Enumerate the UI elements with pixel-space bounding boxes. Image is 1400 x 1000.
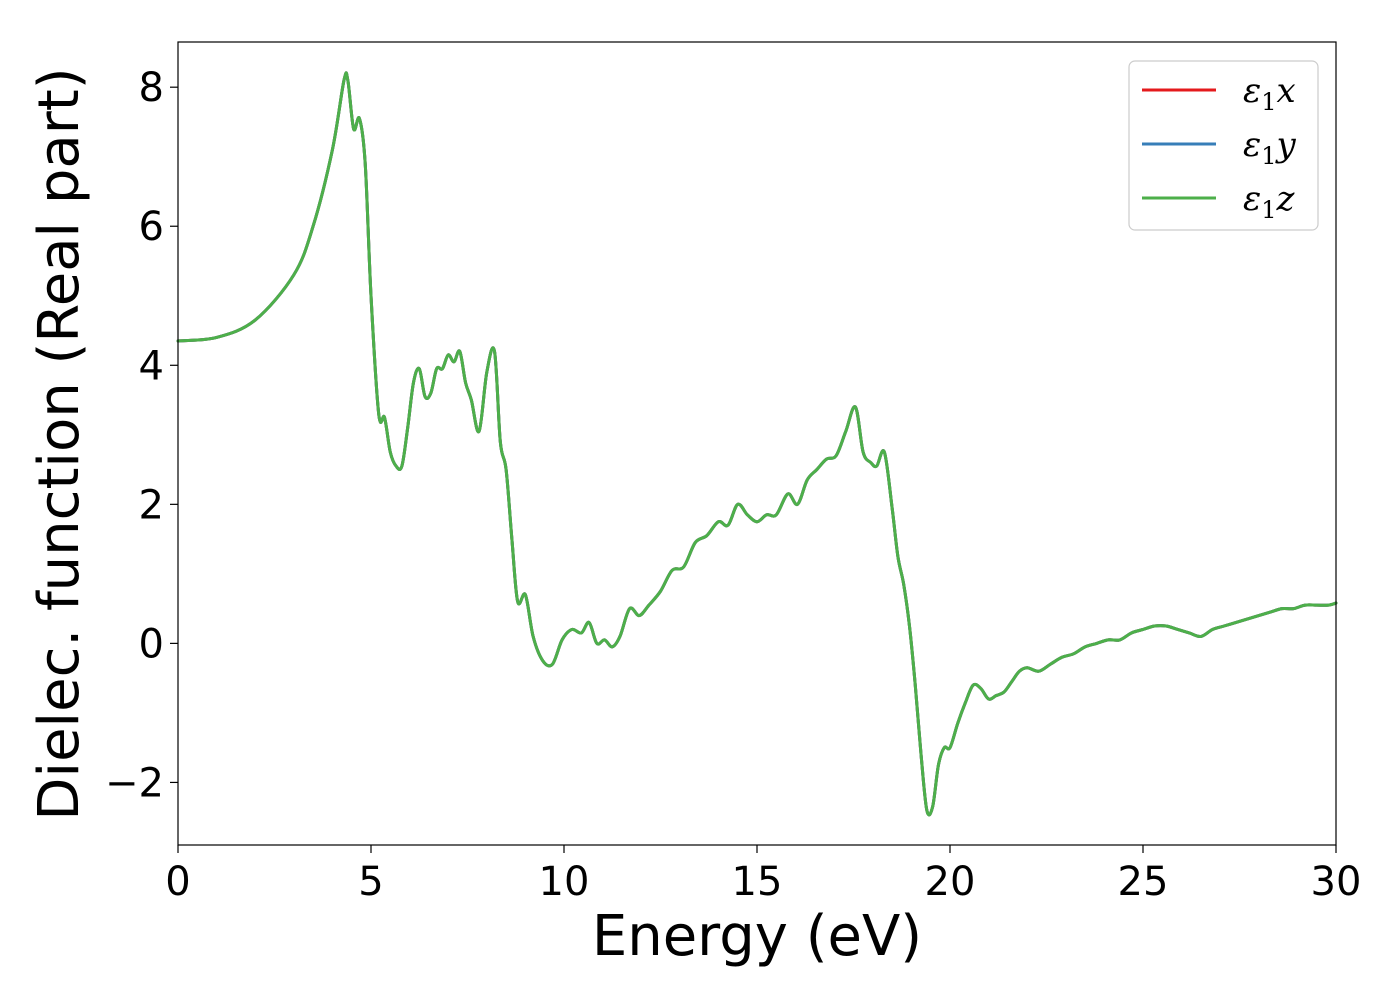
legend-symbol: ε (1243, 71, 1261, 111)
legend-label-x: ε1x (1243, 71, 1296, 116)
x-tick-label: 20 (925, 859, 976, 905)
x-tick-label: 10 (539, 859, 590, 905)
y-tick-label: 6 (139, 204, 164, 250)
legend-subscript: 1 (1261, 142, 1276, 170)
legend-variable: y (1275, 125, 1297, 165)
x-axis: 0 5 10 15 20 25 30 (165, 845, 1361, 905)
y-tick-label: 0 (139, 621, 164, 667)
legend-subscript: 1 (1261, 88, 1276, 116)
legend-variable: x (1277, 71, 1296, 111)
y-tick-label: −2 (105, 760, 164, 806)
x-tick-label: 25 (1118, 859, 1169, 905)
legend-box (1128, 60, 1319, 231)
series-line-z (176, 71, 1338, 817)
series-layer (176, 71, 1338, 817)
x-tick-label: 30 (1311, 859, 1362, 905)
x-tick-label: 15 (732, 859, 783, 905)
x-tick-label: 0 (165, 859, 190, 905)
y-tick-label: 8 (139, 65, 164, 111)
legend-label-z: ε1z (1243, 179, 1296, 224)
y-axis: −2 0 2 4 6 8 (105, 65, 178, 806)
y-axis-label: Dielec. function (Real part) (27, 67, 92, 820)
legend-variable: z (1276, 179, 1296, 219)
legend-symbol: ε (1243, 179, 1261, 219)
y-tick-label: 2 (139, 482, 164, 528)
legend-symbol: ε (1243, 125, 1261, 165)
x-axis-label: Energy (eV) (592, 904, 922, 969)
legend-label-y: ε1y (1243, 125, 1297, 170)
x-tick-label: 5 (358, 859, 383, 905)
legend-subscript: 1 (1261, 196, 1276, 224)
y-tick-label: 4 (139, 343, 164, 389)
